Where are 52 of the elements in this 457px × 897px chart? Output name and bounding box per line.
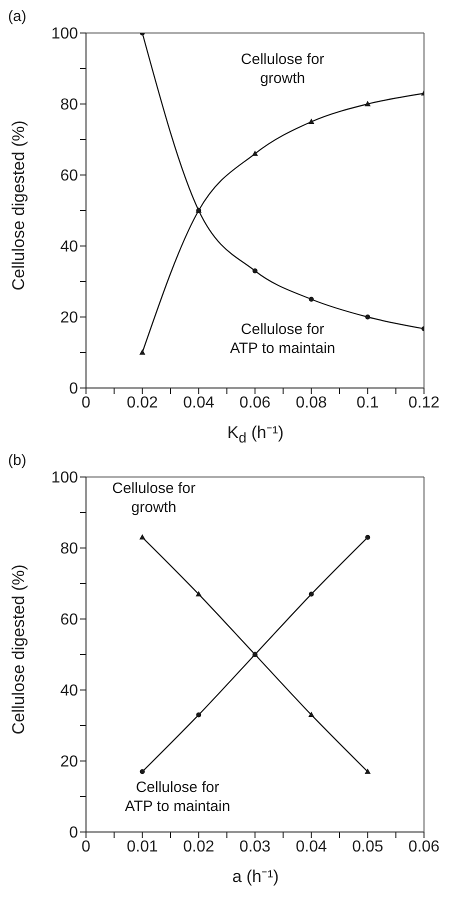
- y-tick-label: 20: [60, 310, 78, 327]
- x-tick-label: 0.06: [408, 838, 440, 856]
- point: [139, 349, 146, 355]
- point: [308, 592, 314, 597]
- x-tick-label: 0.04: [183, 394, 214, 412]
- y-tick-label: 0: [69, 380, 78, 398]
- chart-title: (a): [8, 8, 26, 25]
- point: [308, 118, 314, 124]
- point: [196, 590, 202, 596]
- x-tick-label: 0.03: [239, 838, 271, 856]
- y-axis-title: Cellulose digested (%): [9, 120, 28, 290]
- x-tick-label: 0.02: [183, 838, 214, 856]
- y-tick-label: 40: [60, 238, 78, 256]
- y-tick-label: 80: [60, 96, 78, 114]
- point: [139, 534, 146, 540]
- x-axis-title: a (h⁻¹): [231, 866, 280, 887]
- point: [364, 768, 371, 774]
- chart-title: (b): [8, 452, 26, 469]
- y-tick-label: 80: [60, 540, 78, 558]
- point: [140, 769, 145, 774]
- x-tick-label: 0.06: [239, 394, 271, 412]
- point: [308, 296, 314, 302]
- x-tick-label: 0: [82, 838, 91, 856]
- x-tick-label: 0.02: [126, 394, 158, 412]
- x-tick-label: 0.12: [408, 394, 440, 412]
- x-axis-title: K$_{d}$ (h⁻¹): [226, 422, 285, 446]
- text: Cellulose for growth: [111, 479, 196, 518]
- point: [252, 150, 258, 156]
- point: [308, 712, 314, 718]
- x-tick-label: 0: [82, 394, 91, 412]
- series-label: Cellulose for growth: [240, 50, 326, 88]
- y-tick-label: 60: [60, 612, 78, 629]
- y-tick-label: 20: [60, 754, 78, 771]
- point: [196, 712, 202, 718]
- series-label: Cellulose for ATP to maintain: [228, 320, 336, 358]
- y-tick-label: 100: [51, 470, 78, 487]
- x-tick-label: 0.04: [296, 838, 328, 856]
- series-label: Cellulose for ATP to maintain: [124, 778, 232, 816]
- y-axis-title: Cellulose digested (%): [9, 564, 28, 734]
- point: [252, 268, 258, 274]
- point: [252, 652, 258, 657]
- x-tick-label: 0.08: [296, 394, 328, 412]
- x-tick-label: 0.01: [126, 838, 158, 856]
- x-tick-label: 0.1: [356, 394, 379, 412]
- point: [365, 534, 370, 540]
- x-tick-label: 0.05: [352, 838, 384, 856]
- point: [365, 314, 370, 320]
- y-tick-label: 60: [60, 168, 78, 185]
- point: [364, 100, 371, 106]
- y-tick-label: 0: [69, 824, 78, 842]
- y-tick-label: 40: [60, 682, 78, 700]
- y-tick-label: 100: [51, 26, 78, 43]
